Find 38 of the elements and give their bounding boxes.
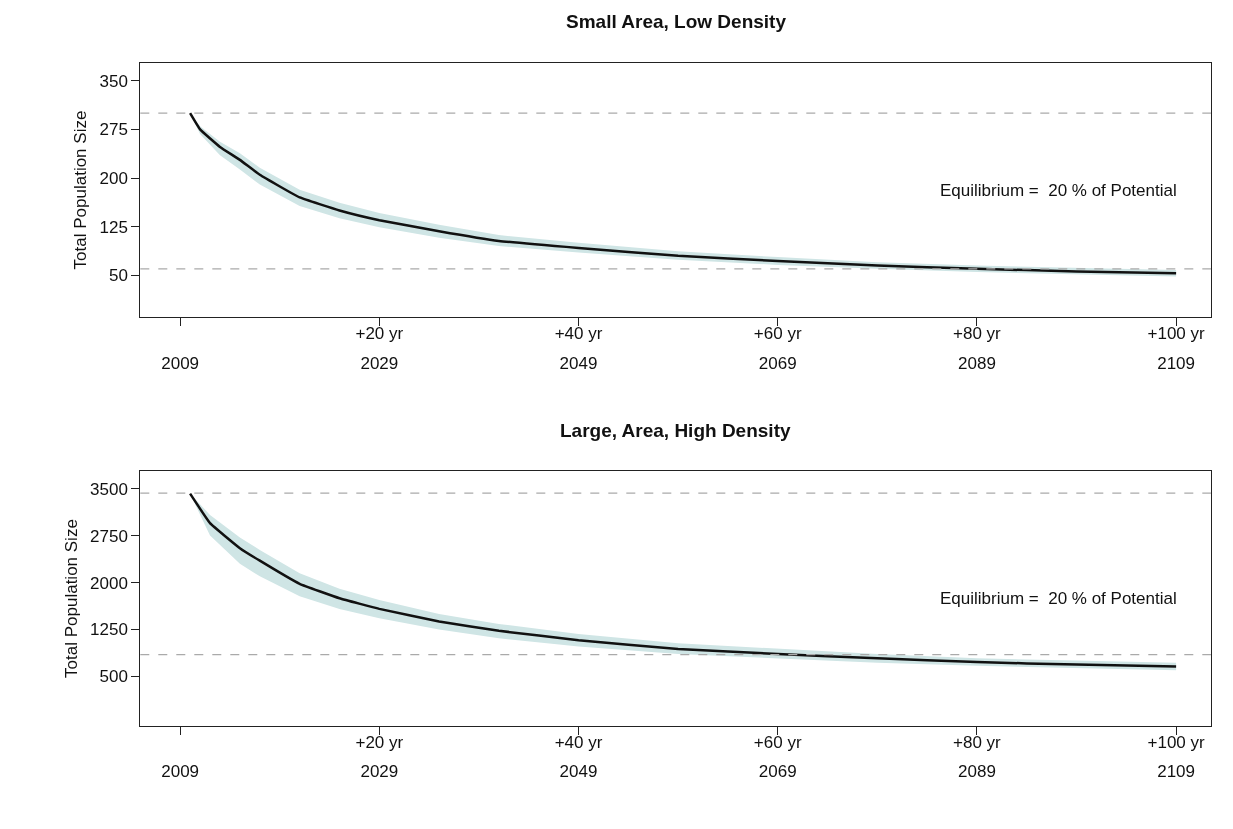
x-tick-label: 2089 bbox=[958, 353, 996, 373]
chart-title: Small Area, Low Density bbox=[566, 11, 787, 32]
y-tick-label: 50 bbox=[108, 266, 128, 286]
x-tick-label: 2109 bbox=[1157, 762, 1196, 782]
y-tick-label: 200 bbox=[99, 168, 128, 188]
x-tick-label: 2109 bbox=[1157, 353, 1196, 373]
x2-tick-label: +60 yr bbox=[753, 324, 802, 344]
y-axis-title: Total Population Size bbox=[71, 110, 91, 270]
x-tick-label: 2069 bbox=[758, 762, 797, 782]
annotation: Equilibrium = 20 % of Potential bbox=[940, 589, 1177, 608]
y-tick-label: 350 bbox=[99, 71, 128, 91]
x2-tick-label: +100 yr bbox=[1147, 732, 1206, 752]
x2-tick-label: +80 yr bbox=[953, 324, 1002, 344]
y-tick-label: 125 bbox=[99, 217, 128, 237]
x-tick-label: 2029 bbox=[360, 353, 399, 373]
y-tick-label: 500 bbox=[99, 667, 128, 687]
y-tick-label: 3500 bbox=[90, 479, 128, 499]
x-tick-label: 2049 bbox=[559, 353, 598, 373]
x2-tick-label: +60 yr bbox=[753, 732, 802, 752]
x-tick-label: 2029 bbox=[360, 762, 399, 782]
x-tick-label: 2069 bbox=[758, 353, 797, 373]
x2-tick-label: +100 yr bbox=[1147, 324, 1206, 344]
y-tick-label: 2750 bbox=[90, 526, 128, 546]
y-axis-title: Total Population Size bbox=[61, 519, 81, 678]
x2-tick-label: +80 yr bbox=[953, 732, 1002, 752]
y-tick-label: 1250 bbox=[90, 620, 128, 640]
x-tick-label: 2089 bbox=[958, 762, 996, 782]
x2-tick-label: +20 yr bbox=[355, 732, 404, 752]
x2-tick-label: +20 yr bbox=[355, 324, 404, 344]
x2-tick-label: +40 yr bbox=[554, 732, 603, 752]
annotation: Equilibrium = 20 % of Potential bbox=[940, 181, 1177, 200]
y-tick-label: 275 bbox=[99, 120, 128, 140]
x-tick-label: 2049 bbox=[559, 762, 598, 782]
x-tick-label: 2009 bbox=[161, 353, 200, 373]
chart-title: Large, Area, High Density bbox=[560, 420, 791, 441]
x2-tick-label: +40 yr bbox=[554, 324, 603, 344]
y-tick-label: 2000 bbox=[90, 573, 128, 593]
x-tick-label: 2009 bbox=[161, 762, 200, 782]
